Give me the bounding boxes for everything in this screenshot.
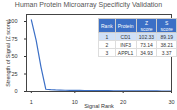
- html-text:89.19: 89.19: [160, 33, 173, 40]
- html-text:Human Protein Microarray Speci: Human Protein Microarray Specificity Val…: [14, 1, 163, 8]
- html-text:102.33: 102.33: [138, 33, 155, 40]
- html-text:APPL1: APPL1: [117, 49, 134, 56]
- html-text:3.37: 3.37: [161, 49, 172, 56]
- html-text:73.14: 73.14: [140, 41, 153, 48]
- html-text:Protein: Protein: [117, 22, 134, 29]
- html-text:Z score: Z score: [140, 19, 153, 32]
- svg-text:0: 0: [14, 88, 17, 94]
- svg-text:75: 75: [11, 36, 17, 42]
- html-text:34.93: 34.93: [140, 49, 153, 56]
- html-text:CD1: CD1: [120, 33, 131, 40]
- html-text:Rank: Rank: [101, 22, 113, 29]
- svg-text:30: 30: [168, 99, 174, 105]
- html-text:1: 1: [105, 33, 109, 40]
- svg-text:Signal Rank: Signal Rank: [84, 103, 114, 109]
- svg-text:Strength of Signal (Z score): Strength of Signal (Z score): [5, 19, 11, 86]
- svg-text:20: 20: [120, 99, 126, 105]
- html-text:38.21: 38.21: [160, 41, 173, 48]
- svg-text:100: 100: [8, 18, 18, 25]
- html-text:INF3: INF3: [120, 41, 131, 48]
- svg-text:25: 25: [11, 71, 17, 77]
- svg-text:1: 1: [30, 99, 33, 105]
- html-text:S score: S score: [160, 19, 173, 32]
- svg-text:10: 10: [72, 99, 78, 105]
- html-text:3: 3: [105, 49, 109, 56]
- svg-text:50: 50: [11, 53, 17, 59]
- html-text:2: 2: [105, 41, 109, 48]
